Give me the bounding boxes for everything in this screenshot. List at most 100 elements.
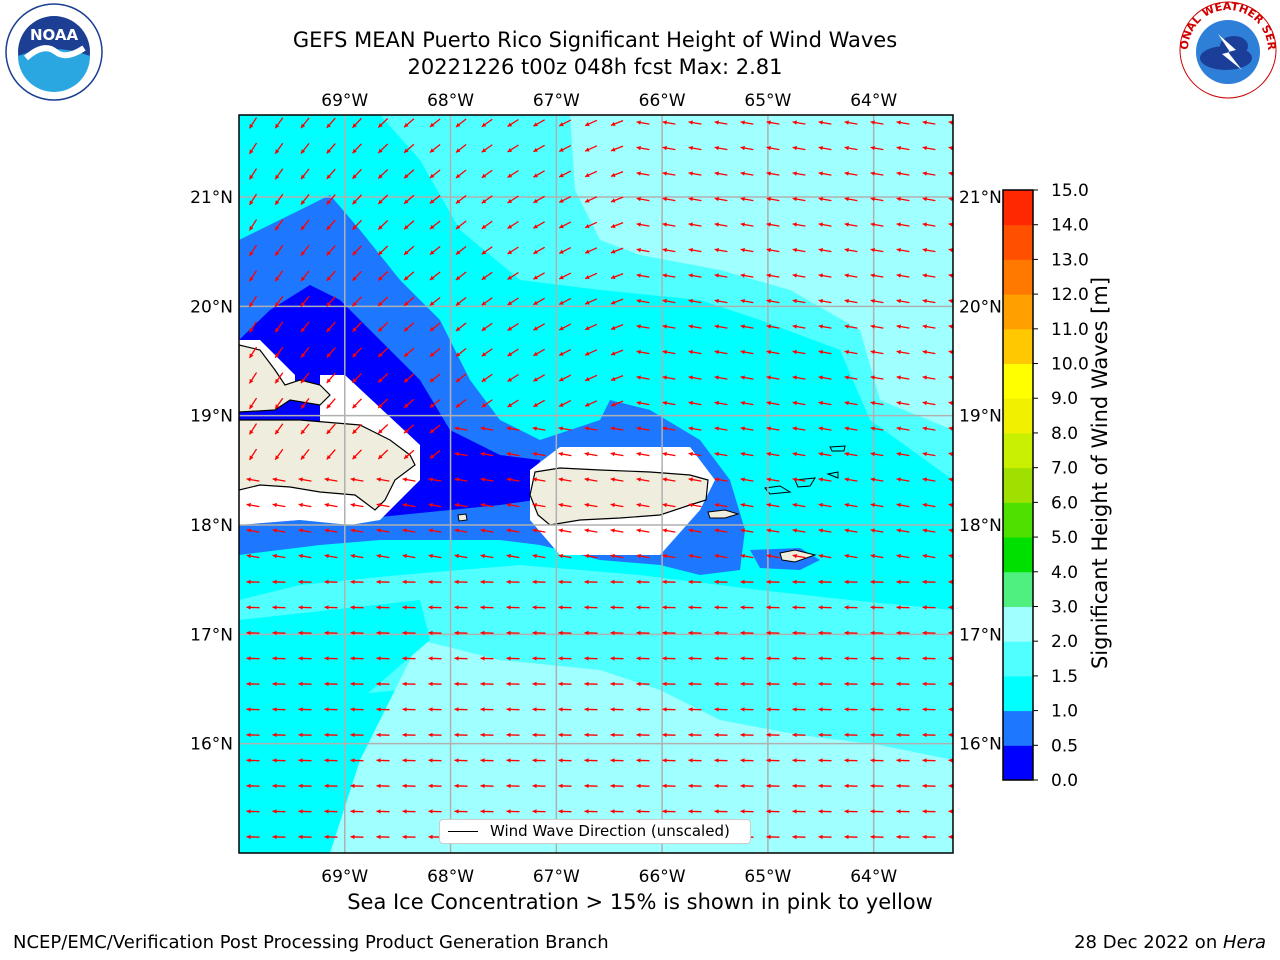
wind-wave-arrow [948,834,953,840]
wind-wave-arrow [844,502,858,508]
wind-wave-arrow [766,222,780,227]
wind-wave-arrow [274,448,284,461]
wind-wave-arrow [818,196,832,202]
wind-wave-arrow [818,758,832,763]
wind-wave-arrow [506,553,520,559]
wind-wave-arrow [558,809,572,814]
wind-wave-arrow [532,630,546,636]
vieques-island [707,509,740,519]
wind-wave-arrow [870,145,884,151]
wind-wave-arrow [376,605,390,610]
wind-wave-arrow [377,143,389,154]
wind-wave-arrow [300,372,310,384]
wind-wave-arrow [740,707,754,712]
wind-wave-arrow [326,321,336,333]
wind-wave-arrow [844,171,858,176]
wind-wave-arrow [584,502,598,508]
wind-wave-arrow [533,221,545,229]
wind-wave-arrow [662,579,676,585]
lat-tick-label: 17°N [190,625,233,645]
wind-wave-arrow [507,373,519,383]
wind-wave-arrow [558,374,572,382]
wind-wave-arrow [844,222,858,227]
wind-wave-arrow [870,579,884,585]
hispaniola-land [239,419,416,511]
wind-wave-arrow [688,528,702,533]
wind-wave-arrow [298,656,312,661]
wind-wave-arrow [922,400,936,406]
wind-wave-arrow [584,221,598,229]
wind-wave-arrow [714,502,728,508]
wind-wave-arrow [428,579,442,585]
wind-wave-arrow [766,502,780,508]
wind-wave-arrow [662,656,676,661]
wind-wave-arrow [792,171,806,176]
wind-wave-arrow [455,245,467,256]
wind-wave-arrow [948,502,953,508]
wind-wave-arrow [688,656,702,661]
wind-wave-arrow [662,298,676,304]
wind-wave-arrow [352,219,362,231]
wind-wave-arrow [532,809,546,814]
wind-wave-arrow [922,630,936,636]
wind-wave-arrow [922,783,936,789]
wind-wave-arrow [844,247,858,253]
wind-wave-arrow [740,145,754,151]
wind-wave-arrow [402,809,416,814]
wind-wave-arrow [402,732,416,738]
wind-wave-arrow [376,528,390,533]
wind-wave-arrow [481,246,493,255]
wind-wave-arrow [558,451,572,457]
wind-wave-arrow [428,528,442,533]
wind-wave-arrow [376,732,390,738]
wind-wave-arrow [818,145,832,151]
wind-wave-arrow [248,117,258,129]
wind-wave-arrow [350,528,364,533]
footer-date: 28 Dec 2022 on Hera [1074,932,1266,953]
wind-wave-arrow [948,451,953,457]
wind-wave-arrow [636,400,650,406]
wind-wave-arrow [870,656,884,661]
wind-wave-arrow [818,681,832,687]
wind-wave-arrow [818,783,832,789]
wind-wave-arrow [636,732,650,738]
wind-wave-arrow [455,322,467,332]
wind-wave-arrow [558,553,572,559]
wind-wave-arrow [844,605,858,610]
wind-wave-arrow [298,834,312,840]
wind-wave-arrow [352,372,362,384]
wind-wave-arrow [844,145,858,151]
wind-wave-arrow [558,477,572,482]
wind-wave-arrow [896,681,910,687]
wind-wave-arrow [532,732,546,738]
wind-wave-arrow [948,247,953,253]
wind-wave-arrow [792,298,806,304]
wind-wave-arrow [714,553,728,559]
wind-wave-arrow [584,374,598,382]
wind-wave-arrow [740,502,754,508]
lat-tick-label: 17°N [959,625,1002,645]
wind-wave-arrow [792,681,806,687]
wind-wave-arrow [714,528,728,533]
wind-wave-arrow [533,246,545,255]
wind-wave-arrow [403,424,415,434]
wind-wave-arrow [792,553,806,559]
hispaniola-north-land [239,344,331,413]
wind-wave-arrow [248,346,258,359]
wind-wave-arrow [246,553,260,559]
wind-wave-arrow [558,707,572,712]
wind-wave-arrow [792,400,806,406]
wind-wave-arrow [870,120,884,125]
wind-wave-arrow [326,423,336,435]
wind-wave-arrow [558,681,572,687]
wind-wave-arrow [714,247,728,253]
wind-wave-arrow [662,809,676,814]
wind-wave-arrow [714,656,728,661]
colorbar-segment [1003,224,1033,260]
wind-wave-arrow [350,732,364,738]
noaa-logo-text: NOAA [30,26,79,44]
wind-wave-arrow [376,681,390,687]
wind-wave-arrow [454,783,468,789]
wind-wave-arrow [246,605,260,610]
wind-wave-arrow [403,398,415,409]
